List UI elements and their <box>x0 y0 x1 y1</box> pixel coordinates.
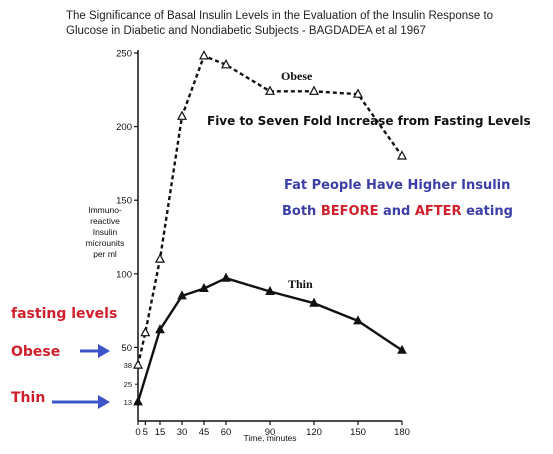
data-point-obese <box>133 359 143 369</box>
x-tick-label: 120 <box>306 427 322 438</box>
arrow-thin-icon <box>52 395 110 409</box>
y-axis-label-line: per ml <box>93 249 117 259</box>
data-point-thin <box>309 297 319 307</box>
annotation-part-and: and <box>378 204 414 219</box>
x-tick-label: 150 <box>350 427 366 438</box>
x-tick-label: 15 <box>155 427 166 438</box>
annotation-part-both: Both <box>282 204 321 219</box>
y-tick-group: 50 100 150 200 250 13 25 38 <box>116 49 138 407</box>
series-line-obese <box>136 54 403 366</box>
y-tick-label: 200 <box>116 122 132 133</box>
data-point-thin <box>353 315 363 325</box>
x-tick-label: 180 <box>394 427 410 438</box>
x-tick-label: 0 <box>135 427 140 438</box>
x-tick-label: 30 <box>177 427 188 438</box>
data-point-thin <box>221 272 231 282</box>
series-label-thin: Thin <box>288 277 313 291</box>
chart-title-line-1: The Significance of Basal Insulin Levels… <box>66 10 493 22</box>
x-tick-group: 0 5 15 30 45 60 90 120 150 180 <box>135 421 410 438</box>
annotation-part-eating: eating <box>462 204 513 219</box>
y-axis-label-line: Insulin <box>93 227 118 237</box>
annotation-before-after: Both BEFORE and AFTER eating <box>282 204 513 219</box>
data-point-thin <box>133 396 143 406</box>
series-layer <box>133 50 407 406</box>
data-point-obese <box>221 59 231 69</box>
data-point-obese <box>177 110 187 120</box>
data-point-obese <box>265 85 275 95</box>
annotation-higher-insulin: Fat People Have Higher Insulin <box>284 178 510 193</box>
y-axis-label-line: microunits <box>86 238 125 248</box>
annotation-part-before: BEFORE <box>321 204 379 219</box>
annotation-fold-increase: Five to Seven Fold Increase from Fasting… <box>207 114 531 128</box>
x-tick-label: 60 <box>221 427 232 438</box>
annotation-part-after: AFTER <box>415 204 462 219</box>
arrow-obese-icon <box>80 344 110 358</box>
data-point-obese <box>155 253 165 263</box>
chart-title-line-2: Glucose in Diabetic and Nondiabetic Subj… <box>66 25 426 37</box>
y-tick-label: 150 <box>116 196 132 207</box>
data-point-thin <box>177 290 187 300</box>
data-point-thin <box>199 282 209 292</box>
x-tick-label: 5 <box>143 427 148 438</box>
y-axis-label-line: reactive <box>90 216 120 226</box>
series-line-thin <box>136 277 403 403</box>
x-axis-label: Time, minutes <box>243 433 296 443</box>
annotation-fasting-levels: fasting levels <box>11 306 117 322</box>
y-tick-label-extra: 25 <box>124 380 132 389</box>
y-tick-label-extra: 13 <box>124 398 132 407</box>
y-tick-label: 50 <box>121 343 132 354</box>
y-tick-label: 100 <box>116 269 132 280</box>
data-point-obese <box>309 85 319 95</box>
data-point-thin <box>397 344 407 354</box>
data-point-obese <box>140 326 151 337</box>
data-point-thin <box>155 324 165 334</box>
data-point-obese <box>353 88 363 98</box>
y-tick-label: 250 <box>116 49 132 60</box>
x-tick-label: 45 <box>199 427 210 438</box>
data-point-obese <box>397 150 407 160</box>
annotation-obese: Obese <box>11 344 60 360</box>
data-point-thin <box>265 285 275 295</box>
annotation-thin: Thin <box>11 390 45 406</box>
data-point-obese <box>199 50 209 60</box>
series-label-obese: Obese <box>281 69 313 83</box>
y-tick-label-extra: 38 <box>124 361 132 370</box>
y-axis-label-line: Immuno- <box>88 205 122 215</box>
x-tick-label: 90 <box>265 427 276 438</box>
